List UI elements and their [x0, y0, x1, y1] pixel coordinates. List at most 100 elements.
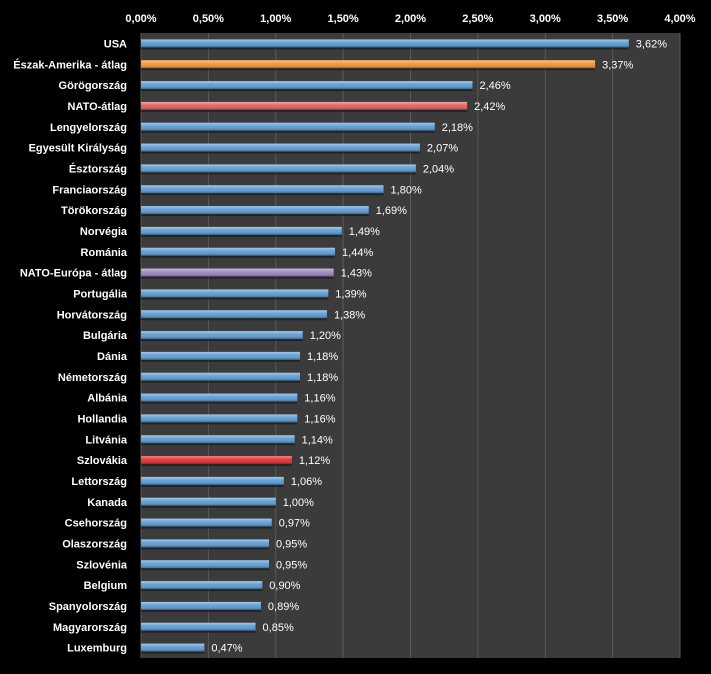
data-label: 1,16%: [304, 413, 335, 425]
x-tick-label: 0,50%: [193, 13, 224, 25]
data-label: 0,89%: [268, 601, 299, 613]
data-label: 3,62%: [636, 38, 667, 50]
category-label: Norvégia: [80, 226, 128, 238]
x-tick-label: 3,00%: [530, 13, 561, 25]
category-label: Spanyolország: [49, 601, 127, 613]
bar-shadow: [141, 401, 298, 404]
bar-shadow: [141, 172, 416, 175]
bar-shadow: [141, 297, 329, 300]
bar-shadow: [141, 214, 369, 217]
bar-shading: [141, 60, 596, 69]
bar-shading: [141, 226, 342, 235]
bar-shading: [141, 81, 473, 90]
data-label: 1,69%: [376, 205, 407, 217]
bar-shading: [141, 581, 263, 590]
bar-shadow: [141, 547, 270, 550]
bar-shadow: [141, 68, 596, 71]
data-label: 1,43%: [341, 268, 372, 280]
bar-shadow: [141, 339, 303, 342]
bar-shadow: [141, 193, 384, 196]
x-tick-label: 1,50%: [328, 13, 359, 25]
bar-shadow: [141, 484, 284, 487]
data-label: 1,39%: [335, 288, 366, 300]
bar-shading: [141, 622, 256, 631]
category-label: Belgium: [84, 580, 128, 592]
data-label: 1,18%: [307, 351, 338, 363]
bar-shadow: [141, 47, 629, 50]
x-tick-label: 2,50%: [462, 13, 493, 25]
bar-shadow: [141, 276, 334, 279]
category-label: Lettország: [71, 476, 127, 488]
bar-shadow: [141, 526, 272, 529]
data-label: 3,37%: [602, 59, 633, 71]
bar-shadow: [141, 505, 276, 508]
data-label: 2,07%: [427, 143, 458, 155]
category-label: Észtország: [69, 162, 127, 175]
category-label: NATO-átlag: [68, 101, 128, 113]
category-label: Albánia: [87, 393, 128, 405]
category-label: Lengyelország: [50, 122, 127, 134]
data-label: 1,38%: [334, 309, 365, 321]
x-tick-label: 3,50%: [597, 13, 628, 25]
data-label: 2,04%: [423, 163, 454, 175]
bar-shadow: [141, 109, 468, 112]
bar-shading: [141, 101, 468, 110]
data-label: 1,16%: [304, 393, 335, 405]
bar-shadow: [141, 589, 263, 592]
category-label: NATO-Európa - átlag: [20, 268, 127, 280]
bar-shading: [141, 289, 329, 298]
data-label: 0,95%: [276, 538, 307, 550]
bar-shadow: [141, 464, 292, 467]
bar-shading: [141, 122, 435, 131]
x-tick-label: 4,00%: [664, 13, 695, 25]
bar-shadow: [141, 89, 473, 92]
bar-shading: [141, 185, 384, 194]
category-label: Portugália: [73, 288, 128, 300]
data-label: 1,06%: [291, 476, 322, 488]
data-label: 0,90%: [269, 580, 300, 592]
category-label: Görögország: [59, 80, 127, 92]
bar-shading: [141, 497, 276, 506]
category-label: Horvátország: [57, 309, 127, 321]
bar-shading: [141, 310, 327, 319]
data-label: 0,95%: [276, 559, 307, 571]
bar-shading: [141, 39, 629, 48]
bar-shading: [141, 331, 303, 340]
bar-shadow: [141, 318, 327, 321]
data-labels: 3,62%3,37% 2,46% 2,42%2,18% 2,07% 2,04%1,80%…: [211, 38, 667, 654]
gridlines: [140, 33, 681, 658]
bar-shadow: [141, 651, 205, 654]
bar-shadow: [141, 380, 301, 383]
category-labels: USA Észak-Amerika - átlag Görögország NATO-…: [13, 38, 128, 654]
bar-shadow: [141, 568, 270, 571]
x-tick-label: 2,00%: [395, 13, 426, 25]
data-label: 2,18%: [442, 122, 473, 134]
data-label: 1,80%: [391, 184, 422, 196]
data-label: 0,47%: [211, 643, 242, 655]
bars: [141, 39, 629, 654]
bar-shading: [141, 393, 298, 402]
bar-shading: [141, 372, 301, 381]
category-label: Csehország: [65, 518, 127, 530]
data-label: 2,42%: [474, 101, 505, 113]
category-label: Szlovénia: [76, 559, 128, 571]
data-label: 1,12%: [299, 455, 330, 467]
category-label: Olaszország: [62, 538, 127, 550]
category-label: Kanada: [87, 497, 128, 509]
bar-shadow: [141, 422, 298, 425]
bar-shading: [141, 435, 295, 444]
data-label: 2,46%: [479, 80, 510, 92]
bar-shading: [141, 414, 298, 423]
bar-shading: [141, 247, 336, 256]
category-label: Litvánia: [85, 434, 127, 446]
category-label: Egyesült Királyság: [29, 143, 127, 155]
data-label: 1,44%: [342, 247, 373, 259]
bar-shading: [141, 539, 270, 548]
bar-shading: [141, 560, 270, 569]
x-tick-label: 1,00%: [260, 13, 291, 25]
x-tick-label: 0,00%: [125, 13, 156, 25]
category-label: Franciaország: [52, 184, 127, 196]
bar-shadow: [141, 234, 342, 237]
data-label: 1,18%: [307, 372, 338, 384]
